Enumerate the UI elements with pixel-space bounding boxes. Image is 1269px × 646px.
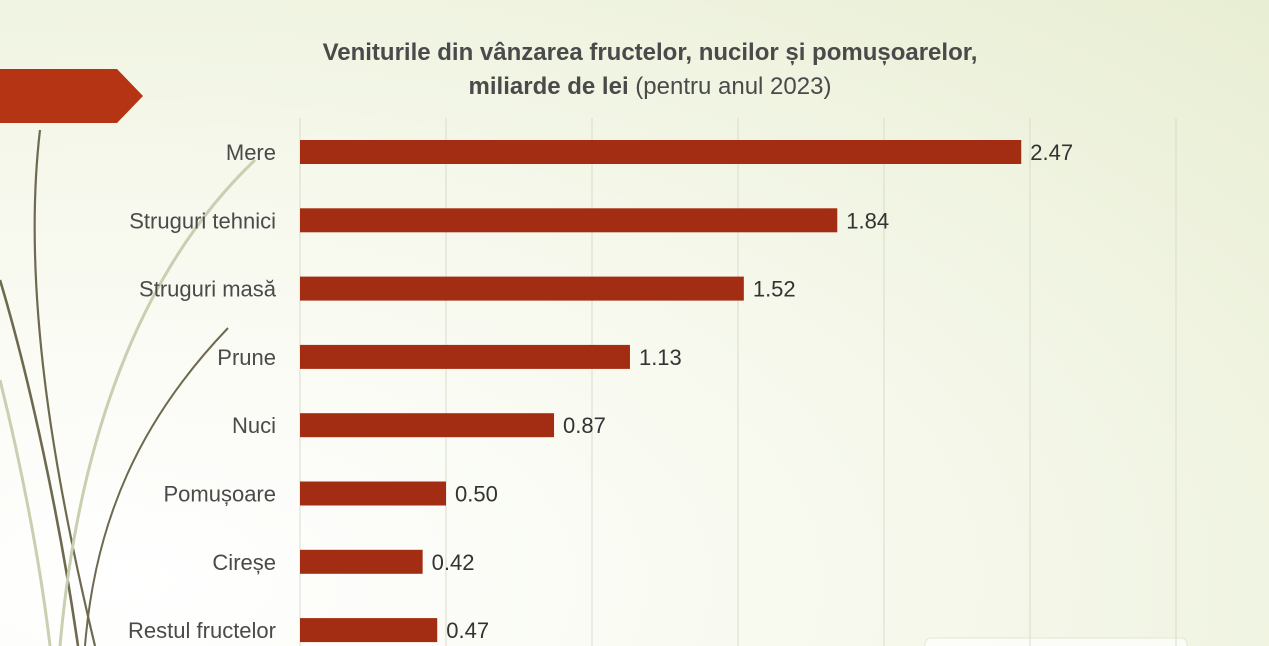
bar: [300, 344, 630, 369]
title-line-2: miliarde de lei (pentru anul 2023): [150, 70, 1150, 104]
bar: [300, 140, 1022, 164]
category-label: Pomușoare: [163, 482, 276, 507]
value-label: 0.47: [446, 618, 489, 643]
decorative-stem: [84, 327, 229, 646]
value-label: 1.52: [753, 277, 796, 302]
value-label: 0.42: [432, 550, 475, 575]
decorative-stem: [58, 158, 257, 646]
decorative-stem: [0, 379, 52, 646]
bars: [300, 140, 1022, 643]
bar: [300, 208, 838, 233]
title-line-1: Veniturile din vânzarea fructelor, nucil…: [322, 39, 978, 66]
bar: [300, 481, 446, 506]
value-label: 2.47: [1030, 140, 1073, 165]
title-year: (pentru anul 2023): [635, 73, 832, 100]
category-label: Struguri tehnici: [129, 208, 276, 233]
decorative-stem: [0, 279, 80, 646]
value-label: 1.13: [639, 345, 682, 370]
footer-box: [924, 637, 1188, 646]
grid-lines: [299, 118, 1177, 646]
labels: Mere 2.47 Struguri tehnici 1.84 Struguri mas…: [128, 140, 1073, 643]
chart-title: Veniturile din vânzarea fructelor, nucil…: [150, 36, 1150, 104]
accent-banner: [0, 69, 143, 123]
value-label: 0.87: [563, 413, 606, 438]
decorative-stem: [33, 129, 97, 646]
category-label: Mere: [226, 140, 276, 165]
category-label: Prune: [217, 345, 276, 370]
title-unit: miliarde de lei: [468, 73, 629, 100]
bar: [300, 413, 555, 438]
category-label: Nuci: [232, 413, 276, 438]
bar: [300, 618, 438, 643]
category-label: Restul fructelor: [128, 618, 276, 643]
value-label: 1.84: [846, 208, 889, 233]
category-label: Cireșe: [212, 550, 276, 575]
value-label: 0.50: [455, 482, 498, 507]
category-label: Struguri masă: [139, 277, 277, 302]
bar: [300, 276, 744, 301]
bar: [300, 549, 423, 574]
